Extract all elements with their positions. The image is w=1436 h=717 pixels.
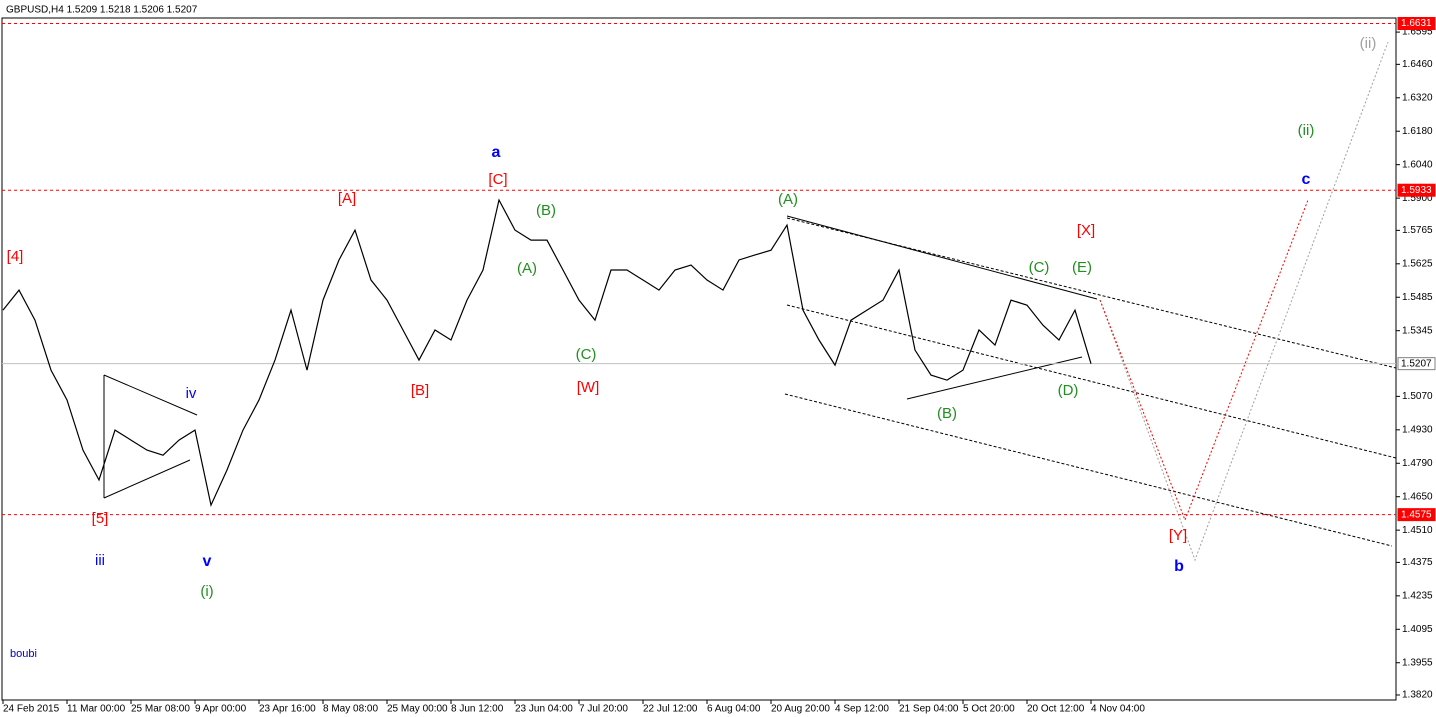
wave-label: c: [1302, 171, 1311, 188]
wave-label: v: [203, 553, 212, 570]
level-box: [1397, 183, 1436, 197]
x-tick-label: 5 Oct 20:00: [963, 704, 1015, 715]
x-tick-label: 25 Mar 08:00: [131, 704, 190, 715]
x-tick-label: 9 Apr 00:00: [195, 704, 247, 715]
wave-label: (C): [576, 346, 597, 363]
wave-drawings: [103, 41, 1397, 562]
wave-label: [X]: [1077, 222, 1095, 239]
wave-label: (B): [937, 405, 957, 422]
wave-label: (B): [536, 202, 556, 219]
wave-label: [W]: [577, 379, 600, 396]
y-tick-label: 1.5765: [1402, 225, 1433, 236]
wave-label: iii: [95, 552, 105, 569]
y-tick-label: 1.4930: [1402, 424, 1433, 435]
wave-label: a: [492, 144, 501, 161]
x-tick-label: 20 Oct 12:00: [1027, 704, 1085, 715]
y-tick-label: 1.4375: [1402, 557, 1433, 568]
level-box: [1397, 16, 1436, 30]
chart-title: GBPUSD,H4 1.5209 1.5218 1.5206 1.5207: [6, 5, 198, 16]
plot-frame: [1, 17, 1397, 701]
wave-label: b: [1174, 558, 1184, 575]
y-tick-label: 1.5070: [1402, 391, 1433, 402]
y-tick-label: 1.4650: [1402, 491, 1433, 502]
watermark: boubi: [10, 648, 37, 660]
y-tick-label: 1.6180: [1402, 126, 1433, 137]
level-label: 1.5207: [1401, 358, 1432, 369]
level-box: [1397, 508, 1436, 522]
y-tick-label: 1.5900: [1402, 193, 1433, 204]
x-tick-label: 4 Sep 12:00: [835, 704, 889, 715]
wave-label: [Y]: [1169, 527, 1187, 544]
level-label: 1.6631: [1401, 18, 1432, 29]
x-tick-label: 8 May 08:00: [323, 704, 378, 715]
y-tick-label: 1.5485: [1402, 292, 1433, 303]
level-label: 1.4575: [1401, 509, 1432, 520]
wave-label: [5]: [92, 510, 109, 527]
wave-label: (D): [1058, 382, 1079, 399]
y-tick-label: 1.5625: [1402, 258, 1433, 269]
wave-label: iv: [186, 385, 197, 402]
y-tick-label: 1.4095: [1402, 624, 1433, 635]
wave-label: [A]: [338, 190, 356, 207]
x-tick-label: 6 Aug 04:00: [707, 704, 761, 715]
x-tick-label: 22 Jul 12:00: [643, 704, 698, 715]
y-tick-label: 1.4235: [1402, 590, 1433, 601]
x-tick-label: 23 Apr 16:00: [259, 704, 316, 715]
x-tick-label: 11 Mar 00:00: [67, 704, 126, 715]
y-tick-label: 1.6040: [1402, 159, 1433, 170]
y-tick-label: 1.3955: [1402, 657, 1433, 668]
y-tick-label: 1.6460: [1402, 59, 1433, 70]
wave-label: (C): [1029, 259, 1050, 276]
x-tick-label: 8 Jun 12:00: [451, 704, 504, 715]
x-tick-label: 25 May 00:00: [387, 704, 448, 715]
wave-label: (E): [1072, 259, 1092, 276]
y-tick-label: 1.3820: [1402, 690, 1433, 701]
wave-label: (i): [200, 583, 213, 600]
x-tick-label: 20 Aug 20:00: [771, 704, 830, 715]
y-tick-label: 1.4790: [1402, 458, 1433, 469]
level-box: [1397, 357, 1436, 371]
wave-label: (ii): [1298, 122, 1315, 139]
x-tick-label: 24 Feb 2015: [3, 704, 60, 715]
y-tick-label: 1.6320: [1402, 92, 1433, 103]
wave-label: (ii): [1360, 35, 1377, 52]
x-tick-label: 4 Nov 04:00: [1091, 704, 1145, 715]
wave-label: [C]: [488, 171, 507, 188]
wave-label: [4]: [7, 248, 24, 265]
price-line: [2, 198, 1092, 507]
y-tick-label: 1.4510: [1402, 525, 1433, 536]
y-tick-label: 1.5345: [1402, 325, 1433, 336]
x-tick-label: 21 Sep 04:00: [899, 704, 959, 715]
y-tick-label: 1.6595: [1402, 27, 1433, 38]
x-tick-label: 23 Jun 04:00: [515, 704, 573, 715]
x-tick-label: 7 Jul 20:00: [579, 704, 628, 715]
wave-label: (A): [517, 260, 537, 277]
wave-label: (A): [778, 191, 798, 208]
level-label: 1.5933: [1401, 185, 1432, 196]
wave-label: [B]: [411, 382, 429, 399]
